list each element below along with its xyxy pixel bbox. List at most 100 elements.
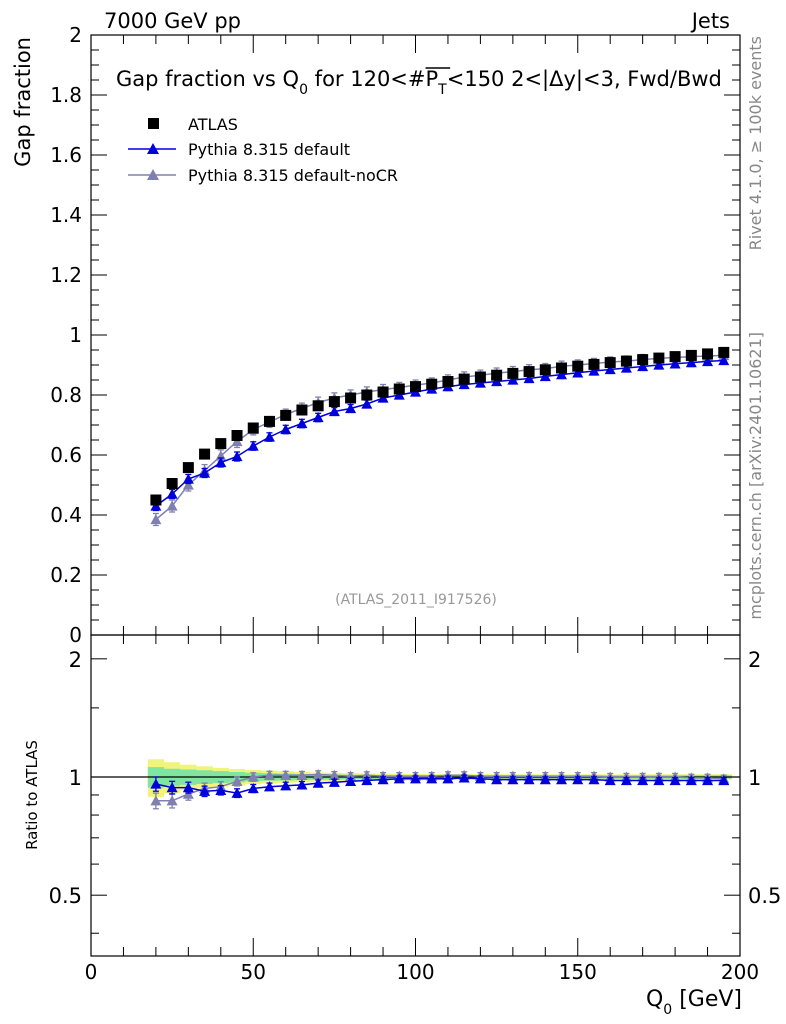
ratio-default-marker: [572, 774, 584, 785]
nocr-marker: [150, 514, 162, 525]
ratio-nocr-marker: [231, 775, 243, 787]
ratio-nocr-marker: [296, 769, 308, 780]
atlas-data-point: [312, 400, 324, 412]
legend-marker-nocr: [147, 169, 159, 180]
legend-entry-default: Pythia 8.315 default: [128, 140, 350, 159]
atlas-data-point: [410, 381, 421, 393]
main-y-tick-label: 1.4: [50, 203, 82, 227]
ratio-nocr-marker: [166, 795, 178, 806]
ratio-default-marker: [637, 774, 649, 786]
atlas-data-point: [507, 367, 519, 379]
ratio-y-axis-label: Ratio to ATLAS: [23, 740, 41, 850]
title-sub-t: T: [437, 82, 447, 98]
ratio-default-marker: [685, 774, 697, 786]
main-y-tick-label: 1.2: [50, 263, 82, 287]
header-left: 7000 GeV pp: [104, 9, 241, 33]
atlas-data-point: [491, 369, 503, 381]
atlas-data-point: [199, 448, 211, 460]
main-y-tick-label: 0.8: [50, 383, 82, 407]
ratio-nocr-marker: [328, 769, 340, 780]
ratio-default-marker: [150, 778, 162, 789]
ratio-y-tick-label-right: 0.5: [748, 884, 781, 908]
ratio-default-marker: [588, 774, 600, 785]
ratio-default-marker: [718, 774, 730, 786]
ratio-default-marker: [377, 774, 389, 785]
ratio-default-marker: [604, 774, 616, 786]
ratio-nocr-marker: [312, 768, 324, 780]
ratio-default-marker: [442, 773, 454, 784]
atlas-data-point: [685, 349, 697, 361]
ratio-x-axis: 0 50 100 150 200: [85, 635, 759, 984]
atlas-data-point: [620, 355, 632, 367]
default-marker: [199, 467, 211, 478]
default-marker: [588, 365, 600, 376]
atlas-data-point: [263, 415, 275, 427]
atlas-data-point: [393, 383, 405, 395]
atlas-data-point: [231, 430, 243, 441]
ratio-panel: 0.5 0.5 1 1 2 2 0 50 100 150 200 Ratio to ATLAS Q…: [23, 634, 781, 1018]
atlas-data-point: [556, 362, 568, 374]
atlas-data-point: [572, 360, 584, 372]
nocr-marker: [182, 479, 194, 490]
rivet-version-label: Rivet 4.1.0, ≥ 100k events: [746, 36, 765, 250]
ratio-default-marker: [702, 774, 714, 786]
main-y-tick-label: 0.6: [50, 443, 82, 467]
title-prefix: Gap fraction vs Q: [116, 67, 299, 91]
main-panel: 0 0.2 0.4 0.6 0.8 1 1.2 1.4 1.6 1.8 2 Gap fraction…: [11, 23, 741, 647]
default-marker: [474, 377, 486, 388]
ratio-y-tick-label-right: 1: [748, 766, 761, 790]
x-axis-label-unit: [GeV]: [672, 987, 742, 1012]
legend-label-nocr: Pythia 8.315 default-noCR: [188, 166, 398, 185]
ratio-default-marker: [491, 774, 503, 785]
default-marker: [296, 418, 308, 429]
ratio-y-tick-label: 1: [69, 766, 82, 790]
ratio-default-marker: [296, 779, 308, 790]
atlas-data-point: [474, 371, 486, 383]
nocr-marker: [231, 436, 243, 447]
main-y-tick-label: 1.8: [50, 83, 82, 107]
x-tick-label: 50: [241, 960, 266, 984]
main-y-tick-label: 0.4: [50, 503, 82, 527]
header-right: Jets: [690, 9, 730, 33]
title-sub-0: 0: [299, 82, 308, 98]
atlas-data-point: [247, 422, 259, 434]
atlas-data-point: [539, 364, 551, 376]
ratio-default-marker: [393, 773, 405, 784]
default-marker: [507, 374, 519, 385]
default-marker: [182, 473, 194, 484]
main-x-ticks: [90, 35, 741, 635]
main-y-tick-label: 1.6: [50, 143, 82, 167]
ratio-default-marker: [620, 774, 632, 786]
analysis-watermark: (ATLAS_2011_I917526): [335, 592, 497, 608]
x-axis-label-main: Q: [646, 987, 663, 1012]
default-marker: [604, 364, 616, 375]
ratio-default-marker: [669, 774, 681, 786]
title-pbar: P: [426, 67, 439, 91]
atlas-data-point: [361, 389, 373, 401]
default-marker: [328, 406, 340, 417]
default-marker: [215, 457, 227, 468]
ratio-default-marker: [523, 774, 535, 785]
ratio-default-marker: [199, 785, 211, 796]
title-suffix: <150 2<|Δy|<3, Fwd/Bwd: [447, 67, 722, 92]
ratio-nocr-marker: [247, 771, 259, 782]
ratio-nocr-marker: [150, 795, 162, 806]
main-y-axis: 0 0.2 0.4 0.6 0.8 1 1.2 1.4 1.6 1.8 2: [50, 23, 740, 647]
default-marker: [539, 370, 551, 382]
atlas-data-point: [345, 392, 357, 404]
ratio-default-marker: [312, 777, 324, 788]
nocr-marker: [166, 500, 178, 511]
default-marker: [150, 500, 162, 511]
legend-marker-atlas: [148, 118, 159, 129]
x-tick-label: 150: [559, 960, 597, 984]
ratio-default-marker: [556, 774, 568, 785]
atlas-data-point: [166, 478, 178, 489]
x-tick-label: 0: [85, 960, 98, 984]
default-marker: [361, 398, 373, 409]
main-y-tick-label: 0: [69, 623, 82, 647]
ratio-default-marker: [215, 784, 227, 795]
ratio-default-marker: [539, 774, 551, 785]
legend-marker-default: [147, 143, 159, 154]
atlas-data-point: [280, 409, 292, 421]
ratio-default-marker: [458, 772, 470, 783]
